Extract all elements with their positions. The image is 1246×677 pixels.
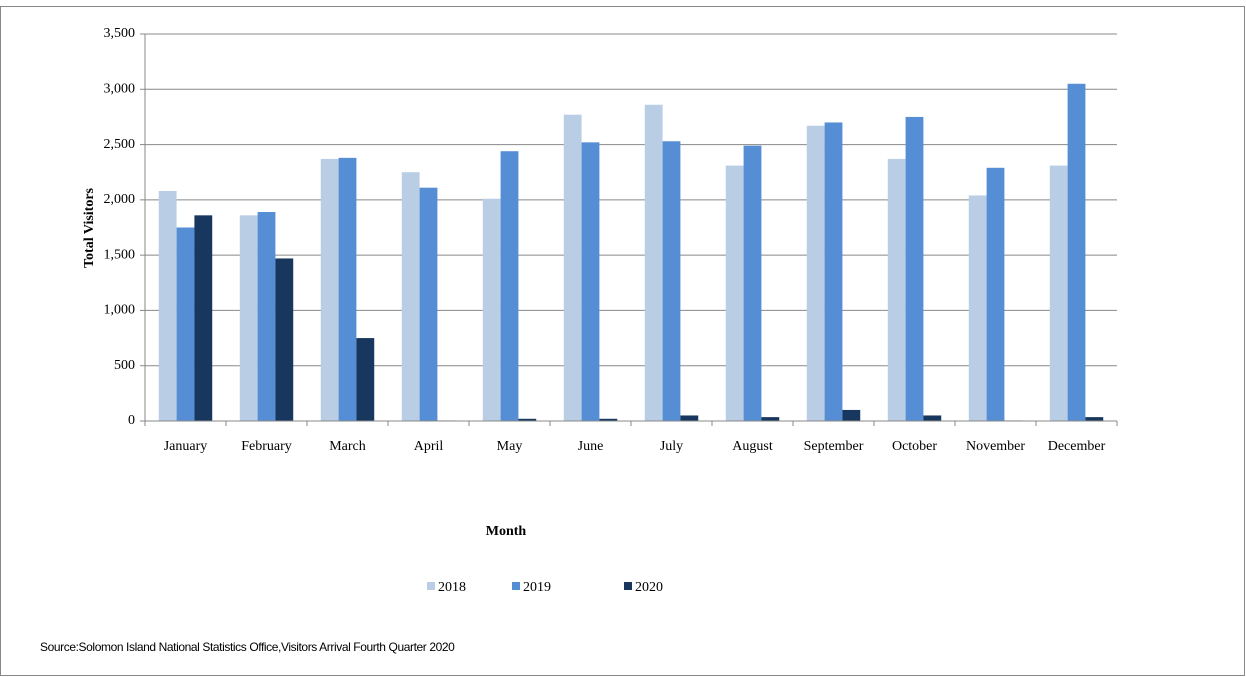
bar <box>518 418 537 421</box>
bar <box>842 409 861 421</box>
x-tick-label: April <box>414 439 444 454</box>
x-tick-label: September <box>804 439 864 454</box>
legend-label: 2018 <box>438 580 466 595</box>
x-tick-label: July <box>660 439 683 454</box>
bar <box>563 114 582 422</box>
legend-swatch <box>427 582 435 590</box>
bar <box>419 187 438 421</box>
x-tick-label: October <box>892 439 937 454</box>
bar <box>680 415 699 421</box>
bar <box>239 215 258 421</box>
bar <box>725 165 744 421</box>
bar <box>401 172 420 421</box>
x-tick-label: March <box>329 439 366 454</box>
bar <box>320 158 339 421</box>
x-tick-label: December <box>1048 439 1106 454</box>
bar <box>824 122 843 421</box>
bar <box>176 227 195 421</box>
bar <box>599 418 618 421</box>
y-axis-label: Total Visitors <box>82 187 97 268</box>
bar <box>743 145 762 422</box>
bar <box>500 151 519 421</box>
bar <box>338 157 357 421</box>
bar <box>1067 83 1086 421</box>
legend-swatch <box>512 582 520 590</box>
y-tick-label: 3,000 <box>104 82 136 97</box>
legend-swatch <box>624 582 632 590</box>
bar <box>158 191 177 421</box>
y-tick-label: 2,500 <box>104 137 136 152</box>
legend-label: 2020 <box>635 580 663 595</box>
bar <box>356 338 375 421</box>
y-tick-label: 1,000 <box>104 303 136 318</box>
bar <box>1049 165 1068 421</box>
bar <box>257 212 276 421</box>
bar <box>1085 417 1104 421</box>
x-tick-label: June <box>578 439 604 454</box>
x-tick-label: May <box>497 439 523 454</box>
source-note: Source:Solomon Island National Statistic… <box>40 640 455 654</box>
bar <box>194 215 213 421</box>
bar <box>968 195 987 421</box>
y-tick-label: 500 <box>114 358 135 373</box>
bar <box>905 116 924 421</box>
y-tick-label: 2,000 <box>104 192 136 207</box>
x-tick-label: January <box>164 439 208 454</box>
bar <box>482 198 501 421</box>
bar <box>275 258 294 421</box>
y-tick-label: 1,500 <box>104 247 136 262</box>
x-axis-label: Month <box>486 524 527 539</box>
bar <box>986 167 1005 421</box>
bar <box>761 417 780 421</box>
bar <box>644 104 663 421</box>
bar <box>662 141 681 422</box>
y-tick-label: 3,500 <box>104 26 136 41</box>
bar <box>887 158 906 421</box>
y-tick-label: 0 <box>128 413 135 428</box>
x-tick-label: February <box>241 439 292 454</box>
x-tick-label: August <box>732 439 773 454</box>
bar <box>806 125 825 421</box>
bar <box>923 415 942 421</box>
bar <box>581 142 600 422</box>
x-tick-label: November <box>966 439 1025 454</box>
legend-label: 2019 <box>523 580 551 595</box>
